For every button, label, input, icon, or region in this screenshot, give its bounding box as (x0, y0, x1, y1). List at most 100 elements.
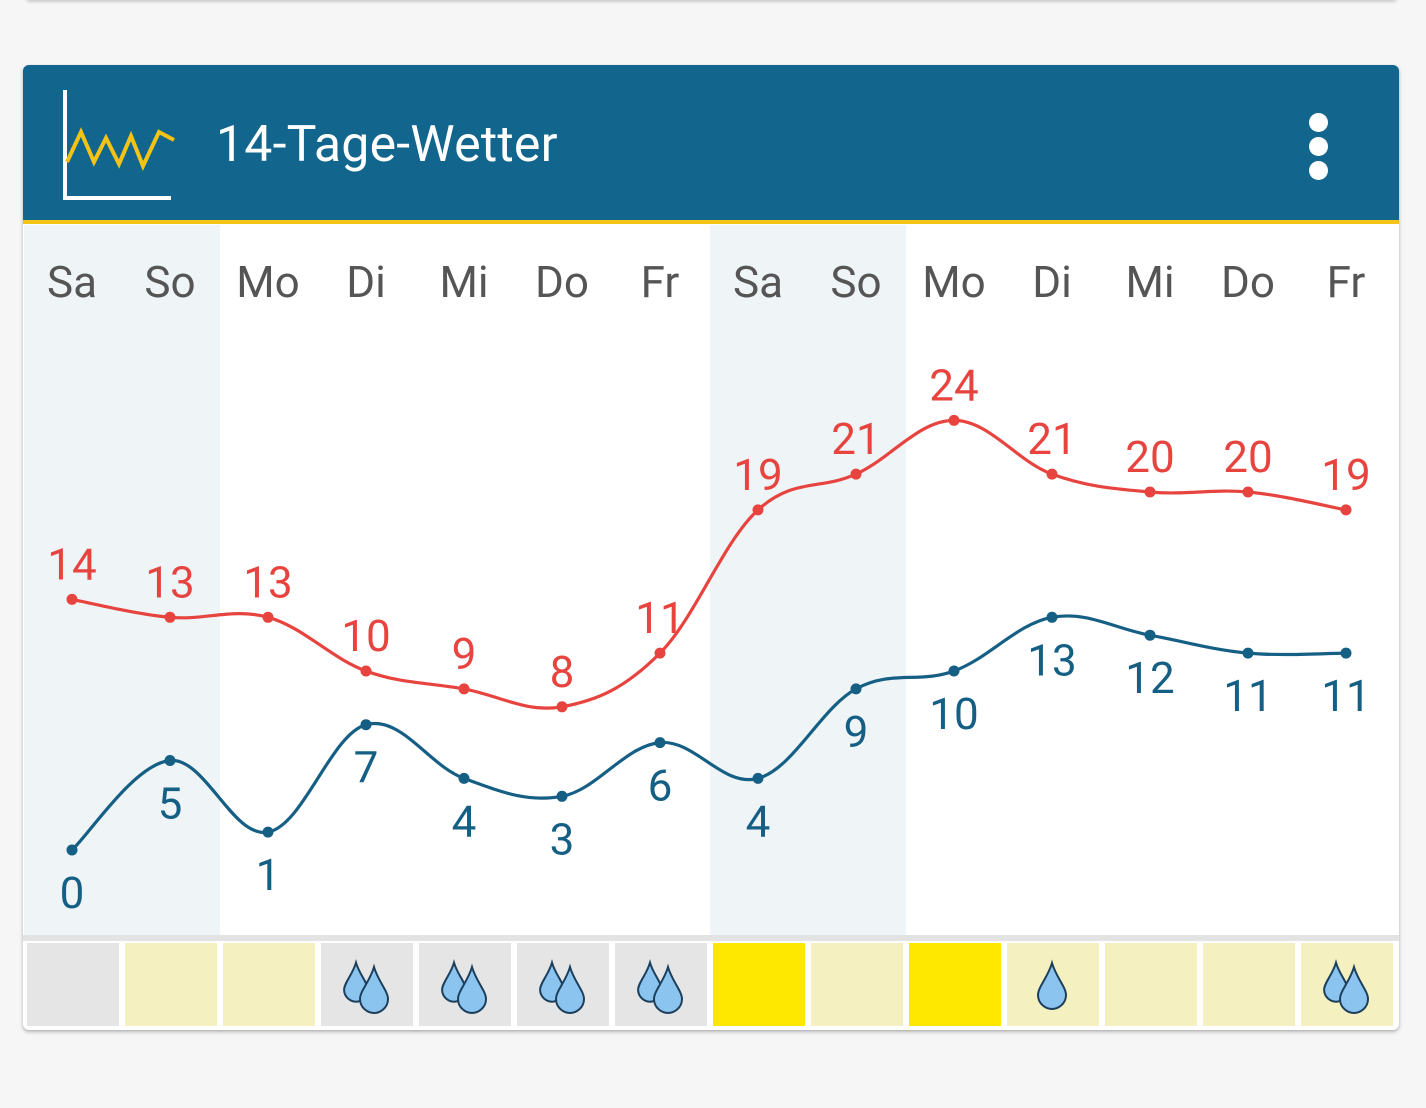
weather-cell-bg (27, 943, 119, 1026)
data-point (556, 701, 568, 713)
data-label: 5 (158, 778, 183, 830)
data-label: 24 (929, 359, 978, 411)
weather-cell (419, 943, 511, 1026)
series-line (70, 614, 1347, 852)
data-label: 21 (1027, 413, 1076, 465)
data-point (850, 468, 862, 480)
data-label: 3 (550, 813, 575, 865)
rain-drops-icon (358, 963, 390, 1015)
card-header: 14-Tage-Wetter (23, 65, 1399, 220)
data-point (1242, 486, 1254, 498)
day-label: Do (535, 256, 589, 308)
weather-cell (713, 943, 805, 1026)
rain-drops-icon (652, 963, 684, 1015)
data-point (164, 611, 176, 623)
day-label: Sa (733, 256, 783, 308)
data-point (164, 755, 176, 766)
data-point (752, 504, 764, 516)
weather-cell (1203, 943, 1295, 1026)
data-point (262, 611, 274, 623)
weather-cell (223, 943, 315, 1026)
day-label: Sa (47, 256, 97, 308)
weather-cell (1007, 943, 1099, 1026)
rain-drops-icon (1338, 963, 1370, 1015)
data-point (948, 665, 960, 677)
day-label: Mo (922, 256, 986, 308)
data-point (66, 844, 78, 856)
day-label: So (830, 256, 881, 308)
data-label: 20 (1223, 431, 1272, 483)
data-label: 12 (1125, 652, 1174, 704)
data-label: 1 (256, 849, 281, 901)
data-label: 6 (648, 760, 673, 812)
data-point (1046, 468, 1058, 480)
data-label: 19 (1321, 449, 1370, 501)
weather-cell (1105, 943, 1197, 1026)
data-point (1144, 486, 1156, 498)
weather-cell-bg (1203, 943, 1295, 1026)
data-point (458, 683, 470, 695)
data-label: 20 (1125, 431, 1174, 483)
data-point (262, 826, 274, 838)
day-label: Di (346, 256, 386, 308)
data-label: 7 (354, 742, 379, 794)
weather-cell (321, 943, 413, 1026)
series-line (71, 418, 1347, 710)
data-point (66, 593, 78, 605)
header-accent-line (23, 220, 1399, 224)
data-point (1144, 629, 1156, 641)
data-point (360, 665, 372, 677)
data-label: 0 (60, 867, 85, 919)
weekend-band (710, 225, 808, 935)
weather-cell-bg (125, 943, 217, 1026)
weather-cell (125, 943, 217, 1026)
weather-cell-bg (1105, 943, 1197, 1026)
weather-cell (909, 943, 1001, 1026)
weather-cell (811, 943, 903, 1026)
data-label: 9 (844, 706, 869, 758)
rain-drop-icon (1036, 959, 1068, 1011)
weekend-band (24, 225, 122, 935)
rain-drops-icon (456, 963, 488, 1015)
day-label: Di (1032, 256, 1072, 308)
overflow-menu-icon[interactable] (1295, 107, 1343, 185)
data-label: 11 (1223, 670, 1272, 722)
day-label: Do (1221, 256, 1275, 308)
data-point (948, 414, 960, 426)
weather-cell-bg (713, 943, 805, 1026)
weather-cell (517, 943, 609, 1026)
data-label: 8 (550, 646, 575, 698)
data-label: 9 (452, 628, 477, 680)
day-label: Fr (1327, 256, 1366, 308)
data-point (752, 772, 764, 784)
day-label: Mo (236, 256, 300, 308)
weather-cell-bg (811, 943, 903, 1026)
data-label: 10 (341, 610, 390, 662)
day-label: Fr (641, 256, 680, 308)
weather-cell (27, 943, 119, 1026)
data-label: 19 (733, 449, 782, 501)
data-point (556, 790, 568, 802)
data-point (1340, 647, 1352, 659)
data-label: 14 (47, 538, 96, 590)
day-label: Mi (439, 256, 488, 308)
data-point (1046, 611, 1058, 623)
data-label: 11 (635, 592, 684, 644)
strip-divider (23, 935, 1399, 941)
data-point (458, 772, 470, 784)
data-label: 4 (452, 795, 477, 847)
data-label: 4 (746, 795, 771, 847)
forecast-card: Sa So Mo Di Mi Do Fr Sa So Mo Di Mi Do Fr 14 13 13 10 9 8 11… (23, 65, 1399, 1030)
data-point (850, 683, 862, 695)
weather-cell (615, 943, 707, 1026)
weather-cell-bg (223, 943, 315, 1026)
line-chart-icon (63, 90, 175, 200)
weekend-band (808, 225, 906, 935)
weather-cell-bg (909, 943, 1001, 1026)
weekend-band (122, 225, 220, 935)
rain-drops-icon (554, 963, 586, 1015)
data-label: 13 (243, 556, 292, 608)
data-label: 11 (1321, 670, 1370, 722)
data-point (1242, 647, 1254, 659)
